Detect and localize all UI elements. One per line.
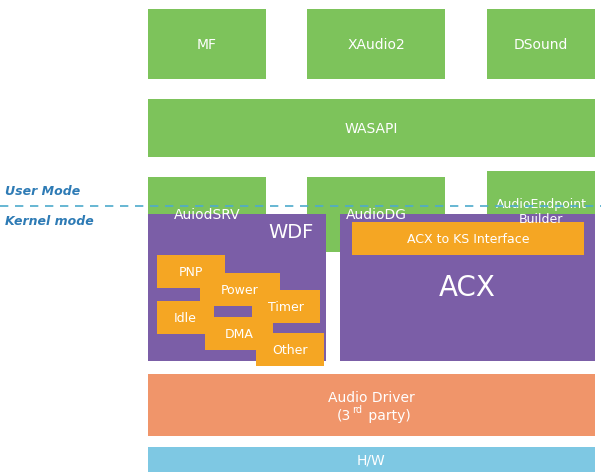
Text: ACX to KS Interface: ACX to KS Interface [407, 232, 529, 246]
FancyBboxPatch shape [307, 10, 445, 80]
Text: AudioEndpoint
Builder: AudioEndpoint Builder [495, 198, 587, 226]
Text: AudioDG: AudioDG [346, 208, 406, 222]
FancyBboxPatch shape [157, 256, 225, 288]
Text: MF: MF [197, 38, 217, 52]
FancyBboxPatch shape [352, 223, 584, 256]
Text: WDF: WDF [269, 223, 314, 242]
Text: (3: (3 [337, 408, 352, 422]
FancyBboxPatch shape [148, 374, 595, 436]
Text: AuiodSRV: AuiodSRV [174, 208, 240, 222]
Text: Idle: Idle [174, 311, 197, 324]
FancyBboxPatch shape [256, 333, 324, 366]
Text: PNP: PNP [179, 266, 203, 278]
Text: Other: Other [272, 343, 308, 356]
Text: Audio Driver: Audio Driver [328, 390, 415, 404]
FancyBboxPatch shape [157, 301, 214, 334]
Text: User Mode: User Mode [5, 185, 81, 198]
FancyBboxPatch shape [487, 172, 595, 252]
FancyBboxPatch shape [148, 100, 595, 158]
Text: WASAPI: WASAPI [345, 122, 398, 136]
FancyBboxPatch shape [148, 215, 326, 361]
Text: rd: rd [353, 404, 362, 414]
FancyBboxPatch shape [487, 10, 595, 80]
FancyBboxPatch shape [148, 447, 595, 472]
Text: DMA: DMA [225, 327, 254, 340]
Text: XAudio2: XAudio2 [347, 38, 405, 52]
Text: Kernel mode: Kernel mode [5, 215, 94, 228]
FancyBboxPatch shape [148, 178, 266, 252]
Text: ACX: ACX [439, 274, 496, 302]
FancyBboxPatch shape [148, 10, 266, 80]
FancyBboxPatch shape [252, 290, 320, 323]
FancyBboxPatch shape [307, 178, 445, 252]
Text: Power: Power [221, 283, 259, 297]
Text: H/W: H/W [357, 453, 386, 466]
FancyBboxPatch shape [200, 273, 280, 307]
FancyBboxPatch shape [205, 317, 273, 350]
Text: Timer: Timer [268, 300, 304, 313]
Text: DSound: DSound [514, 38, 568, 52]
FancyBboxPatch shape [340, 215, 595, 361]
Text: party): party) [364, 408, 410, 422]
